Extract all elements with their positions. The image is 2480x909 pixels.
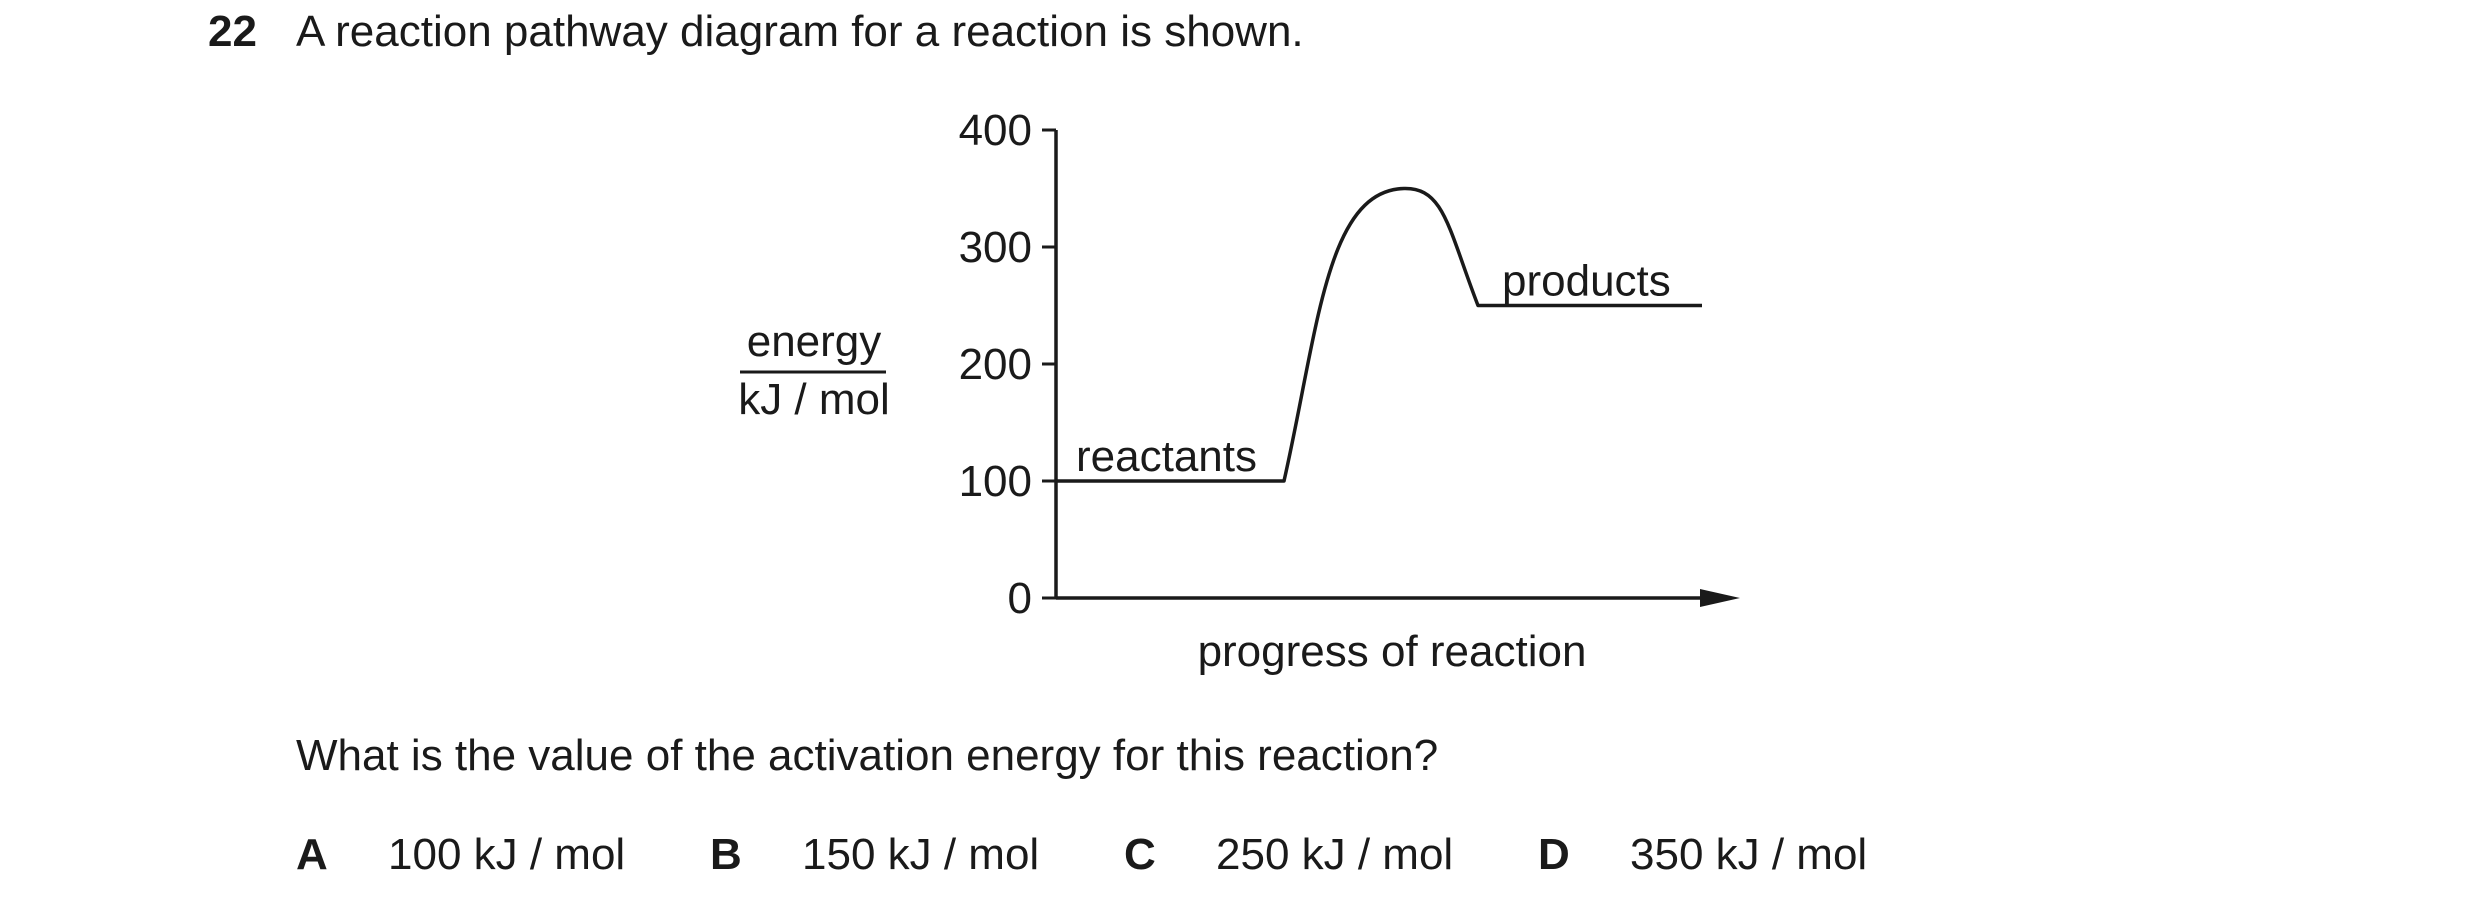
option-letter: C: [1124, 830, 1156, 879]
option-a[interactable]: A 100 kJ / mol: [296, 829, 625, 881]
products-label: products: [1502, 257, 1671, 306]
axes: [1054, 130, 1740, 607]
y-axis-label-bottom: kJ / mol: [738, 375, 890, 424]
energy-profile-line: [1056, 186, 1702, 483]
option-value: 350 kJ / mol: [1630, 830, 1868, 879]
option-letter: D: [1538, 830, 1570, 879]
question-stem: A reaction pathway diagram for a reactio…: [296, 7, 1304, 56]
y-axis-label-top: energy: [747, 317, 882, 366]
question-number: 22: [208, 7, 257, 56]
option-c[interactable]: C 250 kJ / mol: [1124, 829, 1453, 881]
y-tick-label: 0: [1008, 574, 1032, 623]
y-axis-label: energy kJ / mol: [738, 317, 890, 424]
question-prompt: What is the value of the activation ener…: [296, 731, 1439, 780]
energy-profile: [1056, 186, 1702, 483]
y-tick-label: 300: [959, 223, 1032, 272]
y-tick-label: 200: [959, 340, 1032, 389]
option-letter: A: [296, 830, 328, 879]
option-letter: B: [710, 830, 742, 879]
y-tick-label: 100: [959, 457, 1032, 506]
option-d[interactable]: D 350 kJ / mol: [1538, 829, 1867, 881]
option-value: 150 kJ / mol: [802, 830, 1040, 879]
option-value: 250 kJ / mol: [1216, 830, 1454, 879]
option-b[interactable]: B 150 kJ / mol: [710, 829, 1039, 881]
y-axis-ticks: 0 100 200 300 400: [959, 106, 1056, 623]
x-axis-label: progress of reaction: [1198, 627, 1587, 676]
reactants-label: reactants: [1076, 432, 1257, 481]
option-value: 100 kJ / mol: [388, 830, 626, 879]
x-axis-arrowhead: [1700, 589, 1740, 607]
y-tick-label: 400: [959, 106, 1032, 155]
